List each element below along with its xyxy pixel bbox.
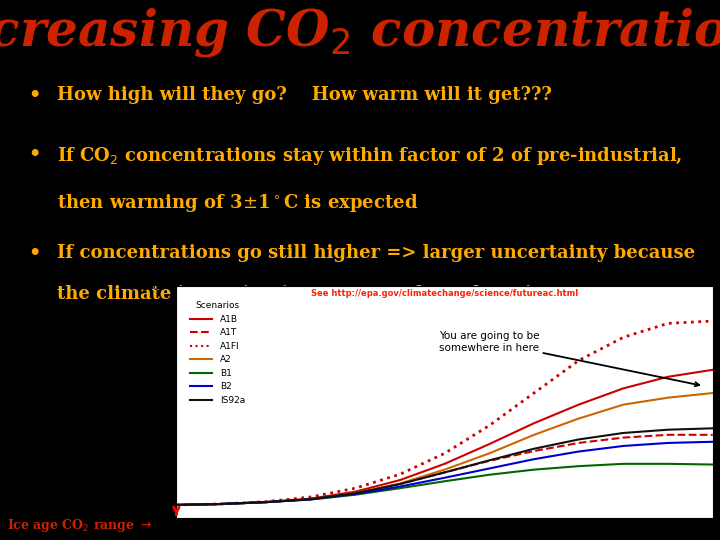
Y-axis label: CO₂ concentration (ppm): CO₂ concentration (ppm): [130, 341, 139, 463]
Text: Ice age CO$_2$ range $\rightarrow$: Ice age CO$_2$ range $\rightarrow$: [7, 517, 153, 534]
Text: •: •: [29, 244, 41, 262]
Text: •: •: [29, 145, 41, 163]
Text: You are going to be
somewhere in here: You are going to be somewhere in here: [439, 331, 699, 386]
Text: If concentrations go still higher => larger uncertainty because: If concentrations go still higher => lar…: [57, 244, 696, 262]
Text: See http://epa.gov/climatechange/science/futureac.html: See http://epa.gov/climatechange/science…: [311, 288, 578, 298]
Text: •: •: [29, 86, 41, 104]
Text: then warming of 3$\pm$1$^\circ$C is expected: then warming of 3$\pm$1$^\circ$C is expe…: [57, 192, 418, 214]
Text: How high will they go?    How warm will it get???: How high will they go? How warm will it …: [57, 86, 552, 104]
Text: the climate is moving into unprecedented territory: the climate is moving into unprecedented…: [57, 285, 572, 303]
Text: If CO$_2$ concentrations stay within factor of 2 of pre-industrial,: If CO$_2$ concentrations stay within fac…: [57, 145, 683, 167]
Legend: A1B, A1T, A1FI, A2, B1, B2, IS92a: A1B, A1T, A1FI, A2, B1, B2, IS92a: [186, 298, 248, 408]
Text: Increasing CO$_2$ concentrations: Increasing CO$_2$ concentrations: [0, 6, 720, 59]
